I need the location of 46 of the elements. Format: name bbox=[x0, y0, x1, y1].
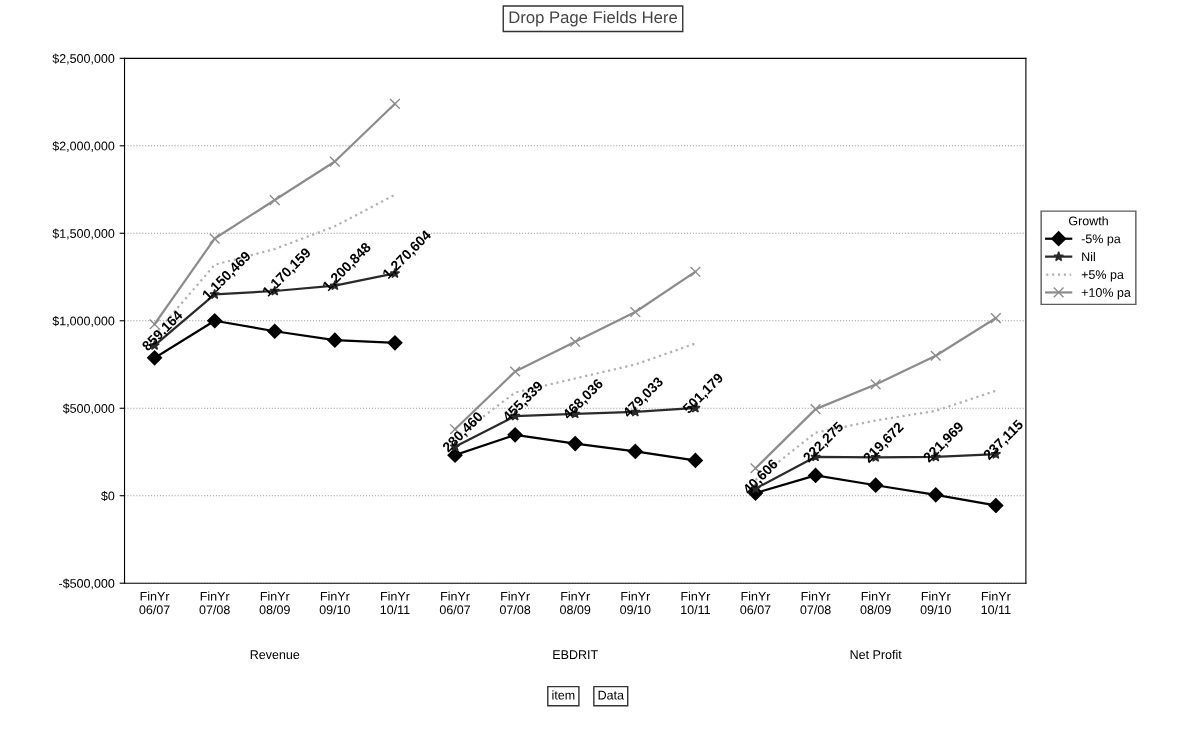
point bbox=[329, 155, 341, 168]
y-tick-label: $500,000 bbox=[62, 403, 115, 415]
legend-label: +10% pa bbox=[1081, 288, 1131, 300]
text: Net Profit bbox=[850, 649, 902, 660]
y-tick-label: $2,000,000 bbox=[52, 141, 115, 152]
x-tick-label: FinYr 07/08 bbox=[800, 591, 831, 615]
x-tick-label: FinYr 10/11 bbox=[681, 591, 711, 615]
x-tick-label: FinYr 07/08 bbox=[199, 591, 230, 615]
y-tick-label: $1,500,000 bbox=[52, 228, 115, 240]
x-tick-label: FinYr 08/09 bbox=[259, 591, 290, 615]
point bbox=[207, 313, 223, 329]
text: Data bbox=[598, 690, 624, 700]
text: Drop Page Fields Here bbox=[509, 10, 678, 27]
point bbox=[990, 312, 1002, 324]
text: item bbox=[552, 690, 575, 700]
text: Revenue bbox=[250, 650, 300, 660]
point bbox=[930, 350, 942, 362]
legend-label: +5% pa bbox=[1081, 270, 1124, 282]
x-tick-label: FinYr 06/07 bbox=[439, 591, 471, 615]
y-tick-label: -$500,000 bbox=[59, 578, 115, 590]
y-tick-label: $1,000,000 bbox=[52, 316, 115, 327]
x-tick-label: FinYr 08/09 bbox=[860, 591, 891, 615]
x-tick-label: FinYr 10/11 bbox=[380, 591, 410, 615]
text: EBDRIT bbox=[553, 650, 598, 659]
point bbox=[870, 378, 882, 391]
x-tick-label: FinYr 08/09 bbox=[560, 591, 591, 615]
x-tick-label: FinYr 06/07 bbox=[740, 591, 771, 615]
point bbox=[327, 332, 343, 348]
x-tick-label: FinYr 09/10 bbox=[319, 591, 350, 615]
legend-label: -5% pa bbox=[1081, 234, 1121, 246]
x-tick-label: FinYr 09/10 bbox=[920, 591, 951, 615]
point bbox=[147, 350, 163, 366]
point bbox=[209, 232, 221, 245]
y-tick-label: $2,500,000 bbox=[52, 53, 115, 65]
point bbox=[267, 323, 283, 339]
x-tick-label: FinYr 06/07 bbox=[139, 591, 170, 615]
y-tick-label: $0 bbox=[101, 491, 115, 502]
x-tick-label: FinYr 09/10 bbox=[620, 591, 651, 615]
point bbox=[810, 403, 822, 415]
legend-title: Growth bbox=[1068, 216, 1108, 226]
point bbox=[269, 194, 281, 206]
x-tick-label: FinYr 07/08 bbox=[499, 591, 531, 615]
point bbox=[387, 335, 403, 351]
legend-label: Nil bbox=[1082, 251, 1095, 262]
x-tick-label: FinYr 10/11 bbox=[981, 591, 1011, 615]
point bbox=[389, 98, 401, 110]
